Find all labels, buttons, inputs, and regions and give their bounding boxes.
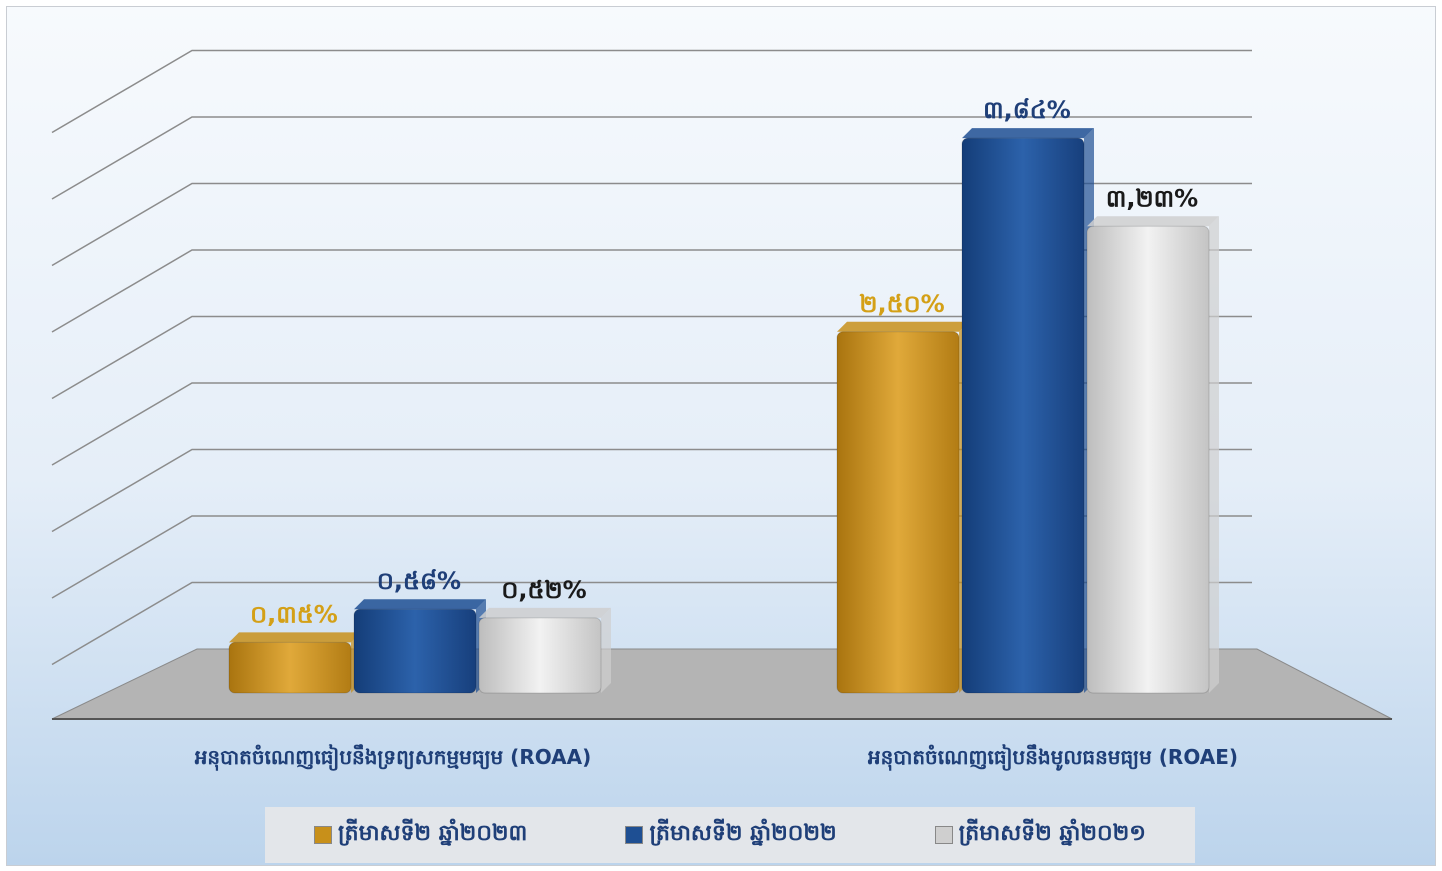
value-label: ០,៥២% [501, 576, 586, 604]
bar-top [1087, 216, 1219, 227]
bar-chart: ០,៣៥% ០,៥៨% ០,៥២% ២,៥០% ៣,៨៤% ៣,២៣% អនុបាតចំណ… [51, 49, 1393, 771]
bar-top [479, 607, 611, 618]
bar-top [962, 128, 1094, 139]
legend-label-2021: ត្រីមាសទី២ ឆ្នាំ២០២១ [958, 821, 1146, 846]
value-label: ៣,៨៤% [983, 96, 1071, 124]
bar [353, 608, 477, 694]
bar-top [837, 321, 969, 332]
legend-swatch-2023 [314, 826, 333, 844]
legend-item-2023: ត្រីមាសទី២ ឆ្នាំ២០២៣ [314, 819, 527, 851]
bar [228, 641, 352, 694]
chart-legend: ត្រីមាសទី២ ឆ្នាំ២០២៣ ត្រីមាសទី២ ឆ្នាំ២០២… [265, 807, 1195, 863]
gridline [51, 49, 1252, 134]
legend-item-2021: ត្រីមាសទី២ ឆ្នាំ២០២១ [934, 819, 1146, 851]
legend-swatch-2022 [625, 826, 644, 844]
value-labels: ០,៣៥% ០,៥៨% ០,៥២% ២,៥០% ៣,៨៤% ៣,២៣% [250, 96, 1198, 628]
category-label-roae: អនុបាតចំណេញធៀបនឹងមូលធនមធ្យម (ROAE) [868, 744, 1238, 771]
gridline [51, 315, 1252, 400]
legend-label-2023: ត្រីមាសទី២ ឆ្នាំ២០២៣ [338, 821, 528, 846]
category-label-roaa: អនុបាតចំណេញធៀបនឹងទ្រព្យសកម្មមធ្យម (ROAA) [195, 744, 592, 771]
bar [836, 331, 960, 694]
bar [1086, 225, 1210, 694]
gridline [51, 116, 1252, 200]
bar [961, 137, 1085, 694]
bar-side [1209, 216, 1219, 693]
gridline [51, 182, 1252, 267]
legend-swatch-2021 [934, 826, 953, 844]
value-label: ០,៥៨% [377, 567, 461, 595]
bar-top [229, 632, 361, 643]
value-label: ៣,២៣% [1106, 184, 1198, 212]
bar-side [601, 607, 611, 693]
legend-label-2022: ត្រីមាសទី២ ឆ្នាំ២០២២ [649, 821, 837, 846]
value-label: ០,៣៥% [250, 600, 338, 628]
legend-item-2022: ត្រីមាសទី២ ឆ្នាំ២០២២ [625, 819, 837, 851]
value-label: ២,៥០% [859, 290, 944, 318]
gridline [51, 249, 1252, 333]
gridlines [51, 49, 1252, 666]
bars [228, 128, 1219, 694]
bar [478, 617, 602, 694]
chart-frame: ០,៣៥% ០,៥៨% ០,៥២% ២,៥០% ៣,៨៤% ៣,២៣% អនុបាតចំណ… [6, 6, 1436, 866]
bar-top [354, 599, 486, 610]
